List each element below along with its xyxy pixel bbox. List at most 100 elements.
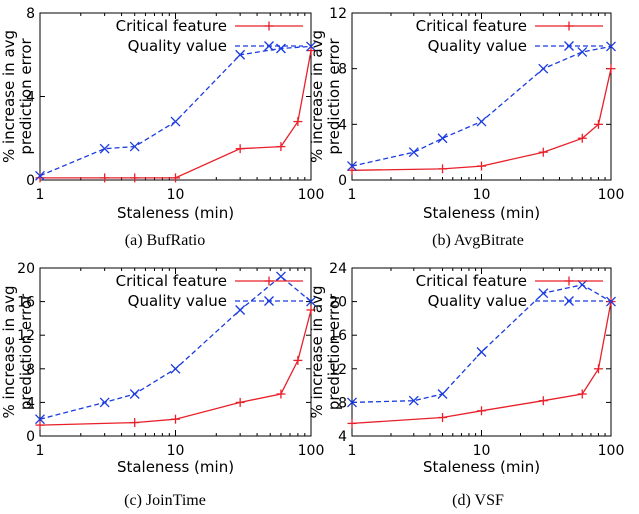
legend-swatch-marker xyxy=(264,296,274,306)
data-point-quality-value xyxy=(35,414,45,425)
x-marker-b xyxy=(129,389,140,399)
series-line-critical-feature xyxy=(39,309,312,426)
legend-label: Critical feature xyxy=(116,272,227,290)
data-point-critical-feature xyxy=(577,389,587,399)
x-marker-b xyxy=(476,347,487,357)
x-marker-b xyxy=(170,363,181,374)
x-marker-b xyxy=(606,296,616,307)
x-marker-b xyxy=(408,147,419,158)
data-point-quality-value xyxy=(606,296,616,307)
data-point-quality-value xyxy=(577,279,588,290)
x-marker-b xyxy=(564,41,574,51)
x-marker-b xyxy=(35,414,45,425)
x-tick-label: 1 xyxy=(36,443,45,459)
y-tick-label: 4 xyxy=(338,117,347,133)
legend-swatch-marker xyxy=(564,296,574,306)
series-line-critical-feature xyxy=(40,50,312,179)
y-tick-label: 4 xyxy=(26,395,35,411)
y-tick-label: 12 xyxy=(329,362,347,378)
y-tick-label: 0 xyxy=(26,173,35,189)
legend-swatch-marker xyxy=(264,21,274,31)
data-point-quality-value xyxy=(99,143,110,154)
data-point-critical-feature xyxy=(130,173,140,183)
x-marker-b xyxy=(408,395,419,406)
data-point-critical-feature xyxy=(347,165,357,175)
data-point-quality-value xyxy=(235,49,246,60)
data-point-critical-feature xyxy=(130,418,140,428)
series-line-critical-feature xyxy=(351,301,612,425)
data-point-critical-feature xyxy=(438,413,448,423)
data-point-quality-value xyxy=(129,141,140,152)
data-point-critical-feature xyxy=(606,64,616,74)
data-point-critical-feature xyxy=(100,173,110,183)
y-axis-label: % increase in avg xyxy=(308,285,326,418)
data-point-quality-value xyxy=(476,116,487,127)
data-point-critical-feature xyxy=(293,355,303,365)
y-axis-label: prediction error xyxy=(17,38,35,155)
data-point-critical-feature xyxy=(306,305,316,315)
x-marker-b xyxy=(264,41,274,51)
data-point-quality-value xyxy=(347,161,357,172)
data-point-quality-value xyxy=(476,347,487,357)
data-point-critical-feature xyxy=(276,142,286,152)
chart-caption: (a) BufRatio xyxy=(125,232,205,249)
x-marker-b xyxy=(306,296,316,307)
x-marker-b xyxy=(306,41,316,52)
x-marker-b xyxy=(35,170,45,181)
data-point-critical-feature xyxy=(577,133,587,143)
y-tick-label: 8 xyxy=(26,362,35,378)
series-line-critical-feature xyxy=(351,68,612,171)
x-tick-label: 100 xyxy=(298,443,325,459)
x-tick-label: 100 xyxy=(598,187,625,203)
x-marker-b xyxy=(99,397,110,408)
y-tick-label: 12 xyxy=(329,6,347,22)
data-point-critical-feature xyxy=(171,414,180,424)
y-axis-label: prediction error xyxy=(325,293,343,410)
x-tick-label: 10 xyxy=(167,443,185,459)
x-marker-b xyxy=(235,49,246,60)
x-axis-label: Staleness (min) xyxy=(423,458,540,476)
y-tick-label: 20 xyxy=(329,295,347,311)
x-marker-b xyxy=(437,389,448,399)
y-tick-label: 8 xyxy=(338,62,347,78)
x-tick-label: 1 xyxy=(36,187,45,203)
y-tick-label: 8 xyxy=(26,6,35,22)
data-point-quality-value xyxy=(275,271,286,282)
chart-panel-4: 4 8 12 16 20 24 1 10 100 Staleness (min) % increas… xyxy=(308,261,624,509)
data-point-quality-value xyxy=(170,363,181,374)
legend-swatch-marker xyxy=(264,41,274,51)
legend-swatch-marker xyxy=(564,41,574,51)
chart-caption: (d) VSF xyxy=(452,492,504,509)
x-tick-label: 1 xyxy=(348,443,357,459)
x-tick-label: 10 xyxy=(473,187,491,203)
legend-label: Quality value xyxy=(128,292,227,310)
y-tick-label: 8 xyxy=(338,395,347,411)
x-tick-label: 10 xyxy=(473,443,491,459)
x-marker-b xyxy=(275,271,286,282)
x-marker-b xyxy=(264,296,274,306)
data-point-critical-feature xyxy=(477,406,486,416)
chart-panel-3: 0 4 8 12 16 20 1 10 100 Staleness (min) % increase… xyxy=(0,261,324,509)
y-tick-label: 20 xyxy=(17,261,35,277)
data-point-critical-feature xyxy=(593,364,603,374)
data-point-critical-feature xyxy=(306,46,316,56)
x-marker-b xyxy=(538,63,549,74)
data-point-quality-value xyxy=(437,133,448,144)
data-point-critical-feature xyxy=(347,418,357,428)
legend-swatch-marker xyxy=(564,21,574,31)
data-point-critical-feature xyxy=(538,147,548,157)
x-marker-b xyxy=(437,133,448,144)
y-axis-label: % increase in avg xyxy=(0,30,18,163)
data-point-quality-value xyxy=(306,296,316,307)
data-point-critical-feature xyxy=(35,420,45,430)
x-marker-b xyxy=(99,143,110,154)
y-tick-label: 4 xyxy=(338,429,347,445)
legend-label: Quality value xyxy=(128,37,227,55)
x-tick-label: 1 xyxy=(348,187,357,203)
x-marker-b xyxy=(538,288,549,299)
y-axis-label: prediction error xyxy=(325,38,343,155)
data-point-quality-value xyxy=(99,397,110,408)
x-tick-label: 10 xyxy=(167,187,185,203)
y-tick-label: 4 xyxy=(26,90,35,106)
